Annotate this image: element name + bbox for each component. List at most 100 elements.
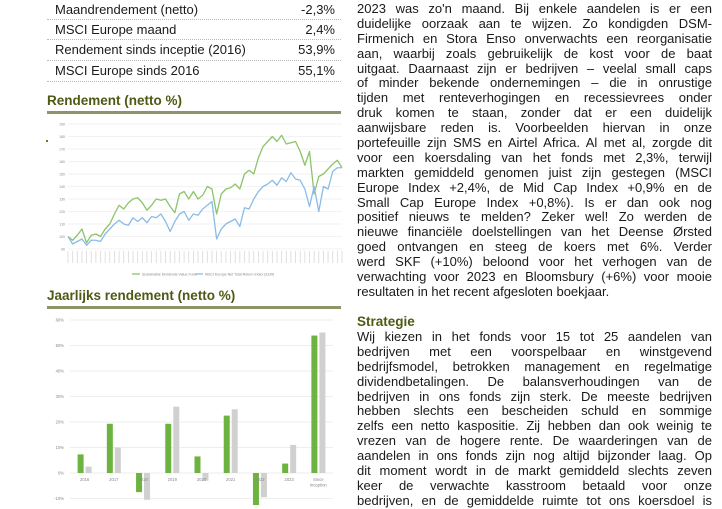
x-tick-label: 2020 (197, 477, 207, 482)
text-line: dit moment wordt in de markt gemiddeld s… (357, 464, 712, 479)
y-tick-label: 100 (59, 235, 65, 239)
y-tick-label: 20% (56, 420, 65, 425)
text-line: markten gemiddeld genomen juist zijn ges… (357, 165, 712, 180)
legend-label: Sustainable Dividends Value Fund (142, 273, 197, 277)
key-figure-row: MSCI Europe maand 2,4% (47, 20, 341, 41)
text-line: uitgaat. Daarnaast zijn er bedrijven – v… (357, 61, 712, 76)
text-line: zelfs een netto kaspositie. Zij hebben d… (357, 419, 712, 434)
y-tick-label: 110 (59, 223, 65, 227)
y-tick-label: 0% (58, 471, 64, 476)
text-line: Europe Index +2,4%, de Mid Cap Index +0,… (357, 180, 712, 195)
text-line: bedrijven met een voorspelbaar en winstg… (357, 344, 712, 359)
strategy-text: Wij kiezen in het fonds voor 15 tot 25 a… (357, 330, 712, 509)
bar (136, 473, 143, 493)
text-line: aan, waarbij zoals gebruikelijk de kost … (357, 46, 712, 61)
text-line: aanwijsbare reden is. Voorbeelden hierva… (357, 121, 712, 136)
bar (282, 463, 289, 473)
series-line (67, 167, 342, 246)
text-line: bedrijven, en de gemiddelde ruimte tot o… (357, 493, 712, 508)
x-tick-label: 2017 (109, 477, 119, 482)
y-tick-label: 60% (56, 318, 65, 323)
text-line: goed ontvangen en steeg de koers met 6%.… (357, 240, 712, 255)
text-line: tijden met renteverhogingen en recessiev… (357, 91, 712, 106)
text-line: duidelijke oorzaak aan te wijzen. Zo kon… (357, 16, 712, 31)
annual-return-bar-chart: -10% 0% 10% 20% 30% 40% 50% 60% 2016 2017 2018 2019… (54, 318, 333, 505)
x-tick-label: 2023 (285, 477, 295, 482)
text-line: druk komen te staan, zonder dat er een d… (357, 106, 712, 121)
key-figure-value: 53,9% (298, 42, 335, 58)
y-tick-label: 160 (59, 160, 65, 164)
text-line: werd SKF (+10%) beloond voor het verhoge… (357, 255, 712, 270)
x-tick-label: Since inception (310, 477, 327, 488)
y-tick-label: 150 (59, 173, 65, 177)
y-tick-label: 120 (59, 210, 65, 214)
y-tick-label: 10% (56, 445, 65, 450)
text-line: 2023 was zo'n maand. Bij enkele aandelen… (357, 2, 712, 16)
text-line: dividendbetalingen. De balansverhoudinge… (357, 374, 712, 389)
strategy-heading: Strategie (357, 314, 415, 329)
key-figure-row: Maandrendement (netto) -2,3% (47, 0, 341, 20)
y-tick-label: 130 (59, 198, 65, 202)
key-figures-table: Maandrendement (netto) -2,3% MSCI Europe m… (47, 0, 341, 82)
text-line: hebben slechts een bescheiden schuld en … (357, 404, 712, 419)
bar (319, 332, 326, 473)
jaarlijks-heading: Jaarlijks rendement (netto %) (47, 288, 341, 309)
y-tick-label: 40% (56, 369, 65, 374)
y-tick-label: -10% (54, 496, 64, 501)
text-line: Small Cap Europe Index +0,8%). Is er dan… (357, 195, 712, 210)
key-figure-value: 2,4% (305, 21, 335, 37)
bar (260, 473, 267, 498)
bar (106, 423, 113, 473)
text-line: positief nieuws te melden? Zeker wel! Zo… (357, 210, 712, 225)
bar (223, 415, 230, 473)
bar (311, 335, 318, 473)
bar (231, 409, 238, 473)
text-line: Wij kiezen in het fonds voor 15 tot 25 a… (357, 330, 712, 344)
y-tick-label: 180 (59, 135, 65, 139)
text-line: aandelen in ons fonds zijn nog altijd bi… (357, 449, 712, 464)
y-tick-label: 170 (59, 148, 65, 152)
text-line: bedrijven in ons fonds zijn sterk. De me… (357, 389, 712, 404)
bar (144, 473, 151, 500)
text-line: resultaten in het recent afgesloten boek… (357, 284, 610, 299)
text-line: Firmenich en Stora Enso onverwachts een … (357, 31, 712, 46)
text-line: verwachting voor 2023 en Bloomsbury (+6%… (357, 270, 712, 285)
text-line: nieuwe financiële doelstellingen van het… (357, 225, 712, 240)
key-figure-label: MSCI Europe sinds 2016 (55, 63, 200, 79)
x-tick-label: 2022 (255, 477, 265, 482)
bar (202, 473, 209, 481)
x-tick-label: 2016 (80, 477, 90, 482)
y-tick-label: 90 (61, 248, 65, 252)
key-figure-value: 55,1% (298, 63, 335, 79)
key-figure-label: Maandrendement (netto) (55, 2, 199, 17)
y-tick-label: 140 (59, 185, 65, 189)
key-figure-value: -2,3% (301, 2, 335, 17)
bar (165, 423, 172, 473)
text-line: keer de verwachte kasstroom betaald voor… (357, 478, 712, 493)
y-tick-label: 190 (59, 123, 65, 127)
bar (252, 473, 259, 505)
commentary-text: 2023 was zo'n maand. Bij enkele aandelen… (357, 2, 712, 300)
bullet-marker (46, 140, 48, 142)
performance-line-chart: 90 100 110 120 130 140 150 160 170 180 190 Sustaina… (46, 123, 343, 277)
text-line: bedrijfsmodel, betrokken management en r… (357, 359, 712, 374)
y-tick-label: 50% (56, 343, 65, 348)
text-line: voor een koersdaling van het fonds met 2… (357, 150, 712, 165)
rendement-heading: Rendement (netto %) (47, 93, 341, 114)
series-line (67, 134, 343, 244)
strategy-section: Strategie Wij kiezen in het fonds voor 1… (357, 314, 712, 509)
x-tick-label: 2018 (138, 477, 148, 482)
key-figure-row: MSCI Europe sinds 2016 55,1% (47, 61, 341, 82)
text-line: portefeuille zijn SMS en Airtel Africa. … (357, 136, 712, 151)
key-figure-row: Rendement sinds inceptie (2016) 53,9% (47, 40, 341, 62)
bar (194, 456, 201, 473)
bar (173, 406, 180, 473)
legend-label: MSCI Europe Net Total Return Index (EUR) (205, 273, 274, 277)
x-tick-label: 2019 (168, 477, 178, 482)
bar (77, 454, 84, 473)
text-line: vrezen van de hogere rente. De waarderin… (357, 434, 712, 449)
text-line: of minder bekende ondernemingen – die in… (357, 76, 712, 91)
bar (290, 444, 297, 473)
bar (85, 466, 92, 473)
key-figure-label: Rendement sinds inceptie (2016) (55, 42, 246, 58)
